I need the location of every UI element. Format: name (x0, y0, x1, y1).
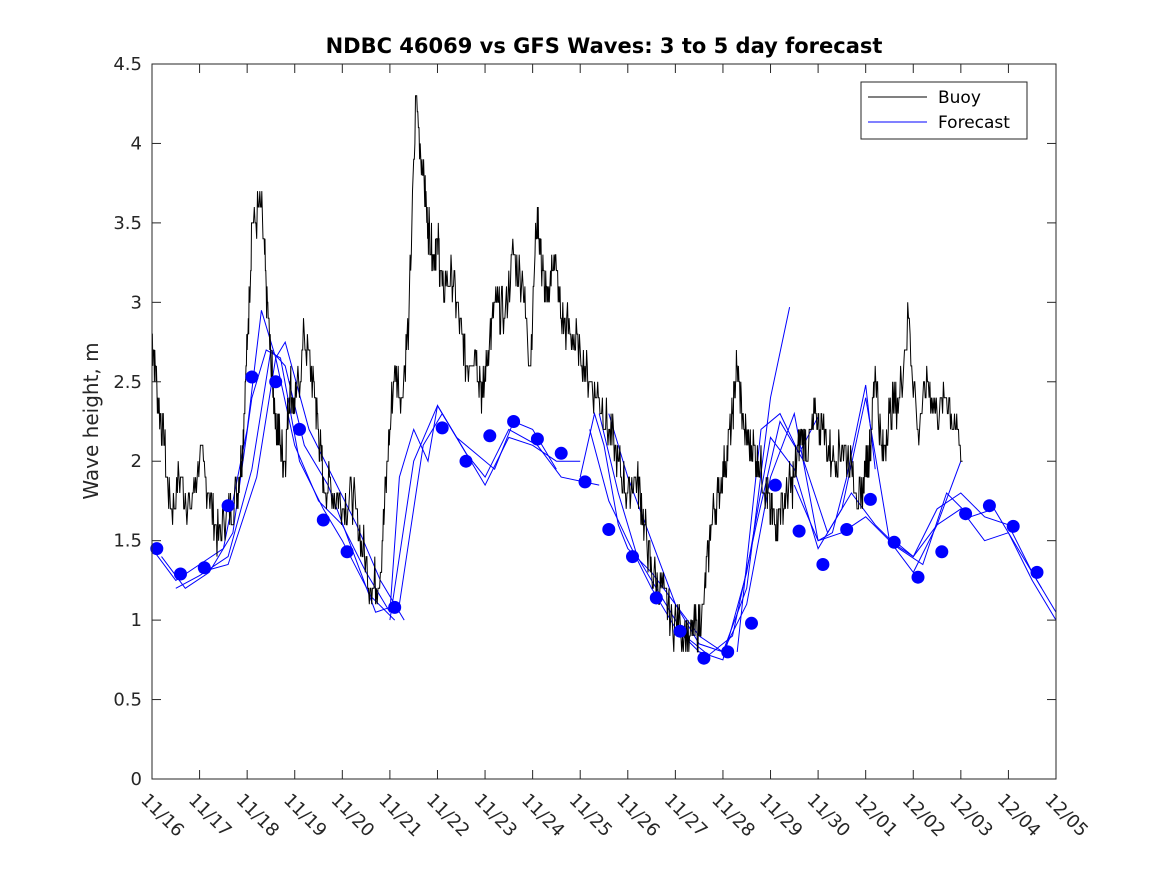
forecast-marker (935, 545, 949, 559)
forecast-marker (578, 475, 592, 489)
y-axis-ticks: 0 0.5 1 1.5 2 2.5 3 3.5 4 4.5 (113, 54, 1056, 790)
forecast-marker (649, 591, 663, 605)
y-tick-label: 0.5 (113, 690, 142, 711)
forecast-marker (887, 535, 901, 549)
forecast-marker (507, 415, 521, 428)
forecast-marker (483, 429, 497, 443)
legend-forecast-label: Forecast (938, 113, 1010, 133)
forecast-marker (626, 550, 639, 564)
y-tick-label: 0 (131, 769, 142, 790)
forecast-marker (911, 570, 925, 584)
series-layer (151, 95, 1057, 661)
forecast-run-line-3 (175, 348, 400, 613)
forecast-marker (840, 523, 854, 536)
forecast-marker (1006, 519, 1020, 533)
forecast-run-line-7 (398, 412, 600, 605)
forecast-run-line-6 (389, 404, 557, 621)
forecast-run-line-14 (893, 461, 962, 558)
y-tick-label: 3 (131, 292, 142, 313)
y-tick-label: 1 (131, 610, 142, 631)
forecast-marker (150, 542, 164, 556)
forecast-marker (459, 454, 473, 468)
forecast-marker (673, 624, 687, 638)
y-tick-label: 2 (131, 451, 142, 472)
forecast-marker (602, 523, 616, 536)
forecast-marker (745, 616, 758, 630)
axes-box (151, 63, 1057, 780)
forecast-marker (174, 567, 187, 581)
legend: Buoy Forecast (860, 81, 1028, 140)
legend-box (860, 81, 1028, 140)
forecast-marker (269, 375, 283, 389)
y-tick-label: 2.5 (113, 372, 142, 393)
forecast-run-line-13 (793, 384, 876, 542)
buoy-line (151, 95, 963, 653)
plot-area (152, 64, 1056, 779)
forecast-marker (554, 446, 568, 460)
forecast-marker (435, 421, 449, 435)
forecast-marker (293, 422, 306, 436)
forecast-marker (221, 499, 235, 513)
forecast-markers (150, 370, 1044, 665)
forecast-marker (197, 561, 211, 575)
y-tick-label: 3.5 (113, 213, 142, 234)
forecast-marker (388, 600, 402, 614)
forecast-marker (530, 432, 544, 446)
forecast-marker (1030, 565, 1044, 579)
forecast-marker (959, 507, 973, 521)
forecast-marker (245, 370, 259, 384)
forecast-marker (768, 478, 782, 492)
forecast-marker (721, 645, 735, 659)
chart-title: NDBC 46069 vs GFS Waves: 3 to 5 day fore… (326, 34, 883, 58)
y-tick-label: 4.5 (113, 54, 142, 75)
forecast-marker (340, 545, 354, 559)
forecast-marker (697, 651, 711, 665)
y-axis-label: Wave height, m (79, 342, 103, 499)
forecast-marker (316, 513, 330, 527)
forecast-marker (816, 558, 830, 571)
legend-buoy-label: Buoy (938, 88, 981, 108)
forecast-marker (982, 499, 996, 513)
y-tick-label: 1.5 (113, 531, 142, 552)
forecast-marker (792, 524, 806, 538)
y-tick-label: 4 (131, 133, 142, 154)
forecast-run-line-8 (579, 411, 1057, 653)
forecast-marker (863, 492, 877, 506)
forecast-run-line-11 (608, 306, 791, 653)
